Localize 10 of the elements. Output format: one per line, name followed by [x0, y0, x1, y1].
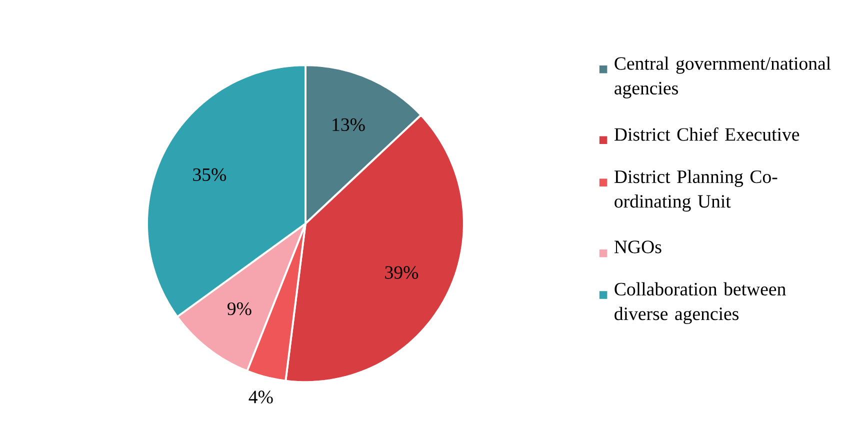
legend-label: NGOs: [614, 240, 662, 254]
legend-label: Collaboration between diverse agencies: [614, 282, 786, 324]
legend-label: Central government/national agencies: [614, 56, 831, 99]
data-label: 4%: [248, 390, 273, 404]
data-label: 35%: [193, 168, 226, 182]
data-label: 13%: [332, 118, 365, 132]
legend-label: District Planning Co-ordinating Unit: [614, 170, 778, 212]
data-label: 39%: [385, 266, 418, 280]
data-label: 9%: [228, 302, 252, 316]
legend-label: District Chief Executive: [614, 128, 800, 142]
